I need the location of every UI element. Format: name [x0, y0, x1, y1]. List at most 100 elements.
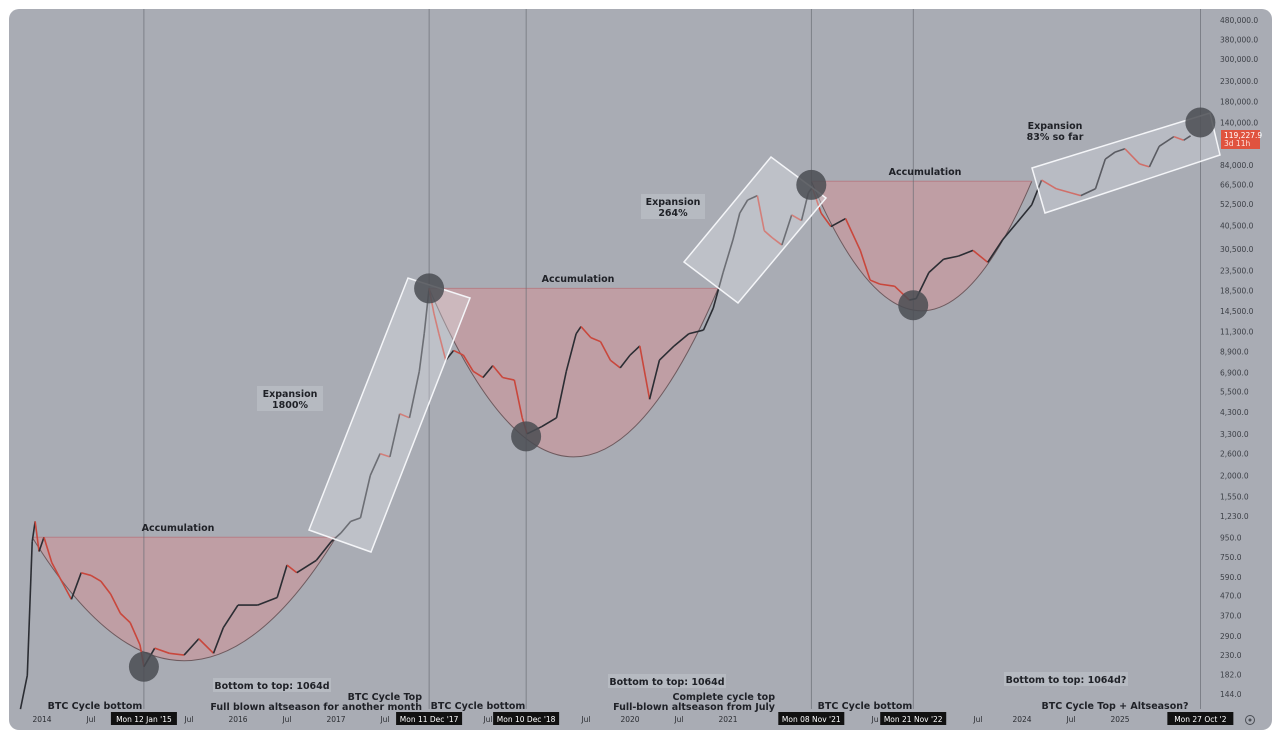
price-segment: [712, 272, 724, 309]
btc-cycle-chart: Accumulation Accumulation Accumulation E…: [9, 9, 1272, 730]
price-segment: [31, 521, 36, 542]
price-segment: [80, 571, 92, 577]
y-tick-label: 3,300.0: [1220, 430, 1249, 439]
date-marker-box: [493, 712, 560, 725]
price-segment: [541, 417, 557, 428]
price-segment: [859, 250, 871, 281]
date-marker-box: [778, 712, 845, 725]
y-tick-label: 950.0: [1220, 533, 1242, 542]
price-segment: [1041, 179, 1057, 190]
price-segment: [958, 249, 974, 257]
expansion-pct-3: 83% so far: [1027, 132, 1084, 143]
y-tick-label: 144.0: [1220, 690, 1242, 699]
y-tick-label: 480,000.0: [1220, 16, 1258, 25]
last-price-value: 119,227.9: [1224, 131, 1262, 140]
price-segment: [1001, 221, 1018, 241]
x-tick-label: Jul: [482, 715, 492, 724]
annotations: Accumulation Accumulation Accumulation E…: [48, 121, 1189, 713]
accumulation-zones: [31, 180, 1033, 661]
accumulation-zone-2: [429, 288, 719, 457]
chart-canvas[interactable]: Accumulation Accumulation Accumulation E…: [9, 9, 1272, 730]
price-segment: [369, 453, 381, 476]
price-segment: [286, 564, 298, 574]
price-segment: [987, 239, 1004, 263]
price-segment: [408, 371, 421, 418]
price-segment: [844, 218, 862, 251]
y-tick-label: 1,550.0: [1220, 493, 1249, 502]
expansion-channel-3: [1031, 112, 1221, 214]
y-tick-label: 23,500.0: [1220, 267, 1254, 276]
price-segment: [928, 258, 945, 274]
price-segment: [771, 236, 783, 246]
price-segment: [492, 365, 504, 378]
price-segment: [609, 359, 621, 369]
price-segment: [1114, 147, 1126, 153]
price-segment: [90, 574, 102, 582]
price-segment: [1104, 151, 1116, 160]
y-tick-label: 380,000.0: [1220, 35, 1258, 44]
y-tick-label: 300,000.0: [1220, 55, 1258, 64]
bottom-to-top-2: Bottom to top: 1064d: [609, 677, 724, 688]
price-segment: [60, 580, 73, 600]
x-tick-label: 2016: [228, 715, 247, 724]
y-tick-label: 11,300.0: [1220, 328, 1254, 337]
y-tick-label: 6,900.0: [1220, 369, 1249, 378]
price-segment: [1056, 188, 1072, 194]
y-tick-label: 470.0: [1220, 592, 1242, 601]
price-segment: [972, 249, 989, 263]
price-segment: [1080, 188, 1096, 197]
price-segment: [330, 532, 342, 543]
cycle-top-label-3: BTC Cycle Top + Altseason?: [1041, 701, 1188, 712]
settings-icon[interactable]: [1245, 715, 1255, 725]
cycle-marker-circle: [796, 169, 827, 200]
price-segment: [555, 371, 568, 418]
price-segment: [619, 354, 631, 369]
price-segment: [119, 612, 131, 624]
price-segment: [129, 622, 141, 646]
accumulation-label-1: Accumulation: [142, 523, 215, 534]
price-segment: [453, 349, 464, 356]
price-segment: [869, 279, 881, 285]
price-segment: [830, 217, 846, 228]
price-segment: [820, 212, 832, 227]
price-segment: [1016, 204, 1033, 223]
expansion-channel-2: [682, 155, 828, 305]
cycle-top-label-1: BTC Cycle Top: [348, 692, 423, 703]
price-segment: [565, 333, 577, 372]
date-marker-label: Mon 11 Dec '17: [400, 715, 459, 724]
y-tick-label: 84,000.0: [1220, 161, 1254, 170]
y-tick-label: 5,500.0: [1220, 387, 1249, 396]
price-segment: [34, 521, 40, 552]
price-segment: [1094, 158, 1107, 190]
price-segment: [629, 345, 641, 356]
x-tick-label: Jul: [580, 715, 590, 724]
price-segment: [879, 283, 895, 288]
price-segment: [296, 559, 317, 574]
expansion-channel-1: [308, 277, 471, 553]
price-segment: [38, 536, 45, 552]
price-segment: [1148, 145, 1160, 168]
price-segment: [183, 638, 200, 656]
y-tick-label: 230,000.0: [1220, 77, 1258, 86]
price-segment: [763, 230, 773, 239]
price-segment: [169, 652, 185, 656]
price-segment: [70, 572, 82, 600]
price-segment: [502, 376, 515, 381]
y-tick-label: 140,000.0: [1220, 118, 1258, 127]
price-segment: [702, 307, 715, 331]
x-tick-label: Jul: [673, 715, 683, 724]
x-tick-label: 2025: [1110, 715, 1129, 724]
accumulation-curve-1: [31, 536, 337, 661]
x-tick-label: 2020: [620, 715, 639, 724]
price-segment: [791, 214, 802, 222]
date-marker-label: Mon 10 Dec '18: [497, 715, 556, 724]
price-segment: [51, 562, 63, 582]
y-tick-label: 66,500.0: [1220, 180, 1254, 189]
expansion-label-2: Expansion: [646, 197, 701, 208]
date-marker-label: Mon 08 Nov '21: [782, 715, 841, 724]
price-segment: [26, 541, 33, 676]
price-segment: [722, 239, 734, 273]
cycle-bottom-label-3: BTC Cycle bottom: [818, 701, 913, 712]
y-tick-label: 30,500.0: [1220, 245, 1254, 254]
accumulation-label-2: Accumulation: [542, 274, 615, 285]
